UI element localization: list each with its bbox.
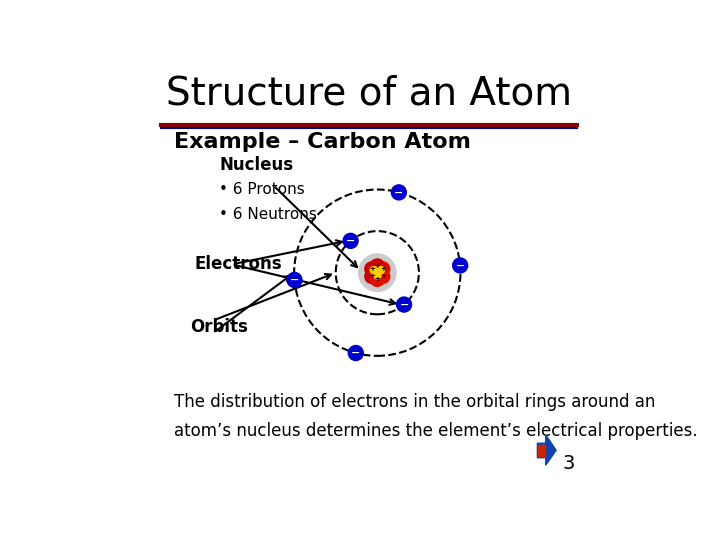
Circle shape [343,233,358,248]
Text: 3: 3 [562,455,575,474]
Text: atom’s nucleus determines the element’s electrical properties.: atom’s nucleus determines the element’s … [174,422,697,440]
Circle shape [287,273,302,287]
Circle shape [374,272,381,279]
Circle shape [370,266,378,274]
Text: Nucleus: Nucleus [220,156,294,173]
Circle shape [365,269,379,284]
Text: • 6 Neutrons: • 6 Neutrons [220,207,318,222]
Polygon shape [537,435,556,465]
Circle shape [370,272,384,286]
Text: • 6 Protons: • 6 Protons [220,182,305,197]
Circle shape [376,262,390,276]
Text: Orbits: Orbits [190,318,248,336]
Polygon shape [539,446,545,456]
Text: −: − [394,187,403,198]
Text: Electrons: Electrons [194,255,282,273]
Text: +: + [374,276,380,282]
Text: −: − [456,260,465,271]
Text: −: − [346,236,355,246]
Text: −: − [289,275,299,285]
Text: Structure of an Atom: Structure of an Atom [166,75,572,113]
Text: Example – Carbon Atom: Example – Carbon Atom [174,132,470,152]
Circle shape [377,266,384,274]
Text: +: + [369,266,375,272]
Circle shape [370,259,384,273]
Text: The distribution of electrons in the orbital rings around an: The distribution of electrons in the orb… [174,393,655,410]
Text: +: + [379,266,386,272]
Text: +: + [379,273,386,279]
Text: −: − [351,348,361,358]
Circle shape [392,185,406,200]
Circle shape [365,262,379,276]
Text: −: − [400,300,409,309]
Circle shape [359,254,396,292]
Circle shape [376,269,390,284]
Circle shape [348,346,364,361]
Circle shape [453,258,468,273]
Text: +: + [374,263,380,269]
Circle shape [397,297,412,312]
Text: +: + [369,273,375,279]
